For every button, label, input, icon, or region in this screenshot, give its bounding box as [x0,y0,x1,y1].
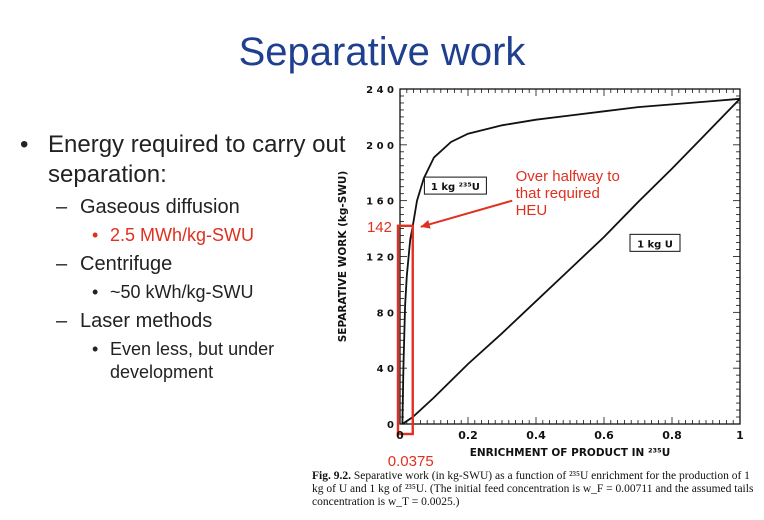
y-tick-label: 4 0 [377,364,394,375]
bullet-energy: • Energy required to carry out separatio… [20,130,350,190]
y-tick-label: 8 0 [377,308,394,319]
bullet-laser-value: • Even less, but under development [92,338,350,384]
highlight-x-label: 0.0375 [388,453,434,470]
annotation-arrowhead [420,220,431,229]
series-label-box [629,233,681,252]
series-label-1kg-u: 1 kg U [637,239,673,250]
curve-1kg-u235 [401,97,741,425]
bullet-glyph: • [92,282,99,302]
x-tick-label: 0.4 [526,429,546,442]
bullet-list: • Energy required to carry out separatio… [20,130,350,384]
y-tick-label: 2 0 0 [366,141,394,152]
bullet-centrifuge: – Centrifuge [56,251,350,277]
bullet-laser-value-text: Even less, but under development [110,339,275,382]
curve-1kg-u [401,98,741,425]
series-label-box [423,176,487,195]
plot-frame [399,88,741,425]
bullet-energy-text: Energy required to carry out separation: [48,131,346,188]
series-layer [396,97,741,436]
bullet-gaseous-value-text: 2.5 MWh/kg-SWU [110,225,255,245]
bullet-gaseous: – Gaseous diffusion [56,194,350,220]
y-tick-label: 2 4 0 [366,85,394,96]
bullet-centrifuge-value-text: ~50 kWh/kg-SWU [110,282,254,302]
y-tick-label: 1 2 0 [366,253,394,264]
separative-work-chart: 0 0.2 0.4 0.6 0.8 1 0 4 0 8 0 1 2 0 1 6 0 2 0 0 2 4 … [337,85,744,470]
bullet-gaseous-text: Gaseous diffusion [80,196,240,218]
caption-label: Fig. 9.2. [312,470,351,482]
highlight-box [396,224,414,436]
annotation-note-line: that required [516,185,600,202]
dash-glyph: – [56,253,68,275]
dash-glyph: – [56,196,68,218]
y-tick-label: 1 6 0 [366,197,394,208]
axes-frame [399,88,741,425]
x-tick-label: 0 [396,429,404,442]
annotation-note-line: Over halfway to [516,168,620,185]
y-tick-label: 0 [387,420,394,431]
x-tick-label: 0.2 [458,429,478,442]
annotation-arrow [420,199,513,228]
bullet-centrifuge-value: • ~50 kWh/kg-SWU [92,281,350,304]
annotation-note-line: HEU [516,202,548,219]
bullet-gaseous-value: • 2.5 MWh/kg-SWU [92,224,350,247]
y-axis-title: SEPARATIVE WORK (kg-SWU) [337,171,349,343]
bullet-glyph: • [20,131,29,158]
figure-caption: Fig. 9.2. Separative work (in kg-SWU) as… [312,470,757,509]
bullet-laser-text: Laser methods [80,310,213,332]
x-tick-label: 0.6 [594,429,614,442]
bullet-centrifuge-text: Centrifuge [80,253,173,275]
series-label-1kg-u235: 1 kg ²³⁵U [431,182,480,193]
x-tick-label: 0.8 [662,429,682,442]
x-axis-title: ENRICHMENT OF PRODUCT IN ²³⁵U [470,447,671,459]
slide-title: Separative work [238,30,526,74]
x-tick-label: 1 [736,429,744,442]
dash-glyph: – [56,310,68,332]
bullet-glyph: • [92,339,99,359]
label-layer: 0 0.2 0.4 0.6 0.8 1 0 4 0 8 0 1 2 0 1 6 0 2 0 0 2 4 … [337,85,744,470]
bullet-glyph: • [92,225,99,245]
highlight-y-label: 142 [367,219,392,236]
bullet-laser: – Laser methods [56,308,350,334]
caption-text: Separative work (in kg-SWU) as a functio… [312,470,754,508]
